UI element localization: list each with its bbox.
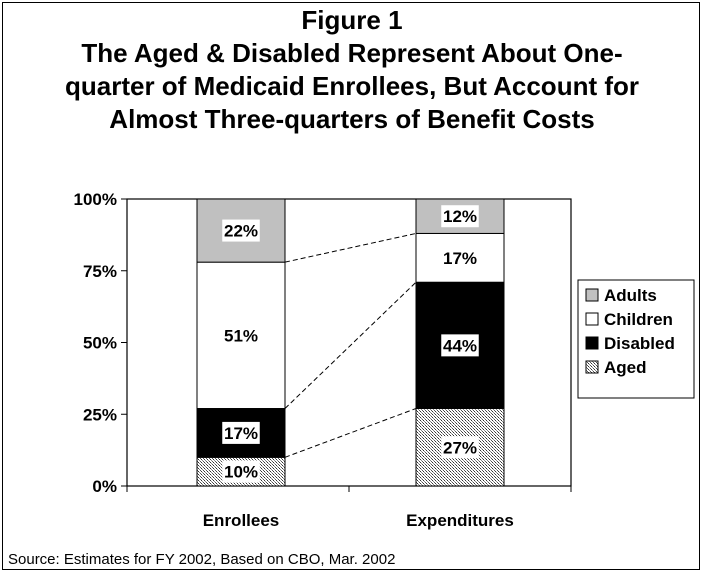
title-line-4: Almost Three-quarters of Benefit Costs: [109, 104, 595, 134]
y-tick-label: 100%: [74, 190, 117, 209]
data-label-box: [441, 246, 479, 269]
data-label: 22%: [224, 222, 258, 241]
data-label-box: [441, 436, 479, 459]
series-connector-line: [284, 408, 417, 458]
data-label-box: [222, 460, 260, 483]
series-connector-line: [284, 281, 417, 409]
y-tick-label: 0%: [92, 477, 117, 496]
y-tick-label: 50%: [83, 334, 117, 353]
series-connector-line: [284, 232, 417, 263]
data-label: 51%: [224, 326, 258, 345]
chart-title: Figure 1 The Aged & Disabled Represent A…: [0, 4, 704, 136]
data-label: 27%: [443, 438, 477, 457]
title-line-1: Figure 1: [301, 5, 403, 35]
legend-swatch-aged: [585, 360, 599, 374]
data-label-box: [222, 421, 260, 444]
data-label: 17%: [443, 249, 477, 268]
legend-label: Children: [604, 310, 673, 329]
data-label: 44%: [443, 336, 477, 355]
data-label-box: [441, 205, 479, 228]
legend-label: Aged: [604, 358, 647, 377]
legend-swatch-adults: [585, 288, 599, 302]
legend-label: Disabled: [604, 334, 675, 353]
data-label-box: [222, 324, 260, 347]
legend-label: Adults: [604, 286, 657, 305]
data-label: 17%: [224, 424, 258, 443]
source-note: Source: Estimates for FY 2002, Based on …: [8, 551, 396, 568]
data-label: 12%: [443, 207, 477, 226]
x-category-label: Enrollees: [203, 511, 280, 530]
x-category-label: Expenditures: [406, 511, 514, 530]
title-line-2: The Aged & Disabled Represent About One-: [81, 38, 623, 68]
data-label: 10%: [224, 463, 258, 482]
data-label-box: [222, 219, 260, 242]
y-tick-label: 75%: [83, 262, 117, 281]
legend-swatch-disabled: [585, 336, 599, 350]
legend-swatch-children: [585, 312, 599, 326]
title-line-3: quarter of Medicaid Enrollees, But Accou…: [65, 71, 639, 101]
data-label-box: [441, 334, 479, 357]
y-tick-label: 25%: [83, 405, 117, 424]
